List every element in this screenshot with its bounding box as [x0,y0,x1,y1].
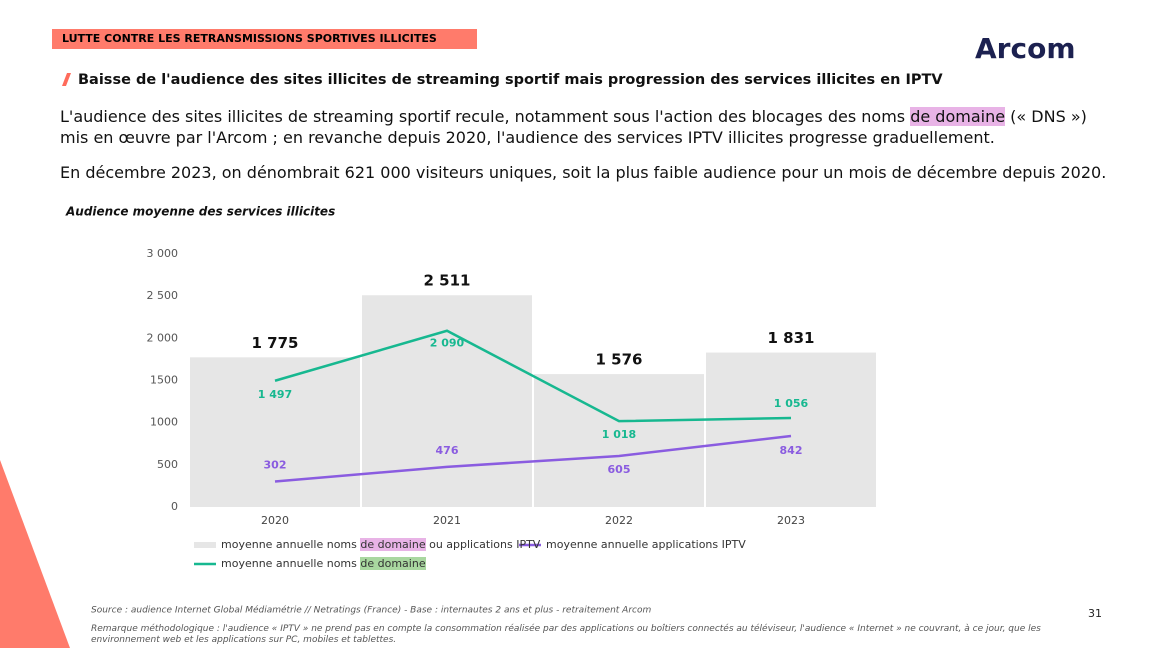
line-label: 1 056 [774,397,809,410]
x-tick-label: 2021 [433,514,461,527]
line-label: 302 [264,459,287,472]
paragraph: L'audience des sites illicites de stream… [60,107,1087,147]
x-tick-label: 2020 [261,514,289,527]
y-tick-label: 2 000 [147,331,179,344]
bar [706,352,876,507]
line [274,329,792,423]
bar-label: 2 511 [424,272,471,290]
legend-label: moyenne annuelle applications IPTV [546,538,746,551]
source: Source : audience Internet Global Médiam… [91,605,651,616]
bar [362,295,532,507]
x-tick-label: 2023 [777,514,805,527]
page-number: 31 [1088,607,1102,620]
bar [190,357,360,507]
tag: LUTTE CONTRE LES RETRANSMISSIONS SPORTIV… [62,32,437,45]
y-tick-label: 3 000 [147,247,179,260]
y-tick-label: 1500 [150,374,178,387]
bar-label: 1 775 [252,334,299,352]
bar-label: 1 576 [596,351,643,369]
x-tick-label: 2022 [605,514,633,527]
logo: Arcom [975,32,1076,65]
y-tick-label: 1000 [150,416,178,429]
bar-label: 1 831 [768,329,815,347]
chart-title: Audience moyenne des services illicites [65,205,335,219]
paragraph: En décembre 2023, on dénombrait 621 000 … [60,163,1107,182]
decor [0,460,70,648]
legend-label: moyenne annuelle noms de domaine ou appl… [221,538,541,551]
line-label: 842 [780,444,803,457]
decor [62,73,71,86]
legend-label: moyenne annuelle noms de domaine [221,557,426,570]
y-tick-label: 2 500 [147,289,179,302]
y-tick-label: 500 [157,458,178,471]
line-label: 1 497 [258,388,292,401]
note: Remarque méthodologique : l'audience « I… [91,624,1041,645]
legend-swatch [194,542,216,548]
bar [534,374,704,507]
subtitle: Baisse de l'audience des sites illicites… [78,72,943,88]
tag-bg [52,29,477,49]
line-label: 476 [436,444,459,457]
line-label: 605 [608,463,631,476]
line [274,434,792,483]
y-tick-label: 0 [171,500,178,513]
line-label: 2 090 [430,337,465,350]
line-label: 1 018 [602,428,636,441]
